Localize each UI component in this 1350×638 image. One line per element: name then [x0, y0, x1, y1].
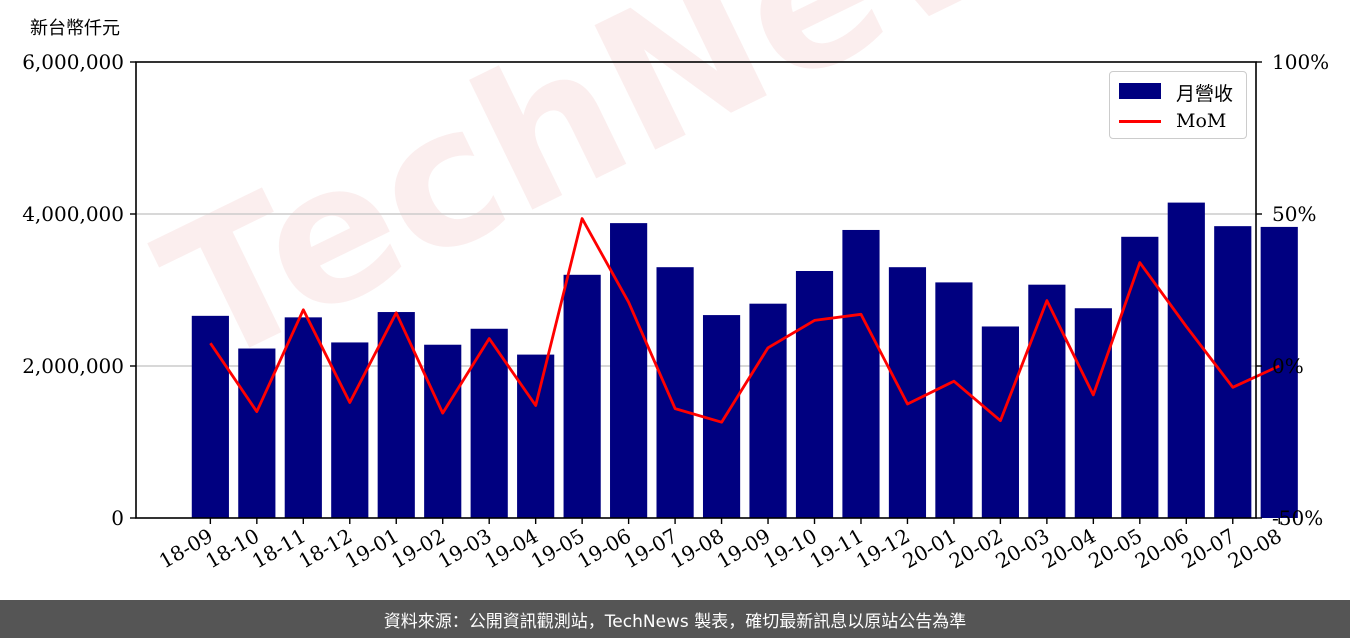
revenue-chart: 0 2,000,000 4,000,000 6,000,000 -50% 0% 50% 100…	[22, 50, 1329, 574]
mom-line	[209, 217, 1280, 424]
bar-19-08	[702, 315, 741, 518]
y-left-tick-label: 6,000,000	[22, 50, 124, 74]
bar-19-07	[656, 267, 694, 518]
bar-19-12	[888, 267, 927, 518]
y-right-tick-label: -50%	[1272, 506, 1323, 530]
legend-label-mom: MoM	[1176, 110, 1227, 132]
bar-19-02	[424, 344, 462, 518]
bar-20-04	[1074, 308, 1112, 518]
bar-18-12	[331, 342, 369, 518]
y-left-tick-label: 4,000,000	[22, 202, 124, 226]
y-left-tick-label: 0	[111, 506, 124, 530]
y-right-tick-label: 100%	[1272, 50, 1329, 74]
bar-19-06	[610, 223, 648, 518]
y-axis-unit-label: 新台幣仟元	[30, 18, 120, 39]
bar-20-01	[935, 282, 973, 518]
y-right-tick-label: 0%	[1272, 354, 1304, 378]
bar-19-05	[563, 274, 601, 518]
y-left-tick-label: 2,000,000	[22, 354, 124, 378]
bar-18-10	[238, 348, 276, 518]
bar-19-01	[377, 312, 415, 518]
chart-area: TechNews 新台幣仟元 0 2,000,000 4,000,000 6,000,…	[22, 0, 1329, 574]
bar-19-10	[795, 271, 834, 518]
legend-swatch-revenue	[1119, 83, 1161, 99]
bar-19-04	[517, 354, 555, 518]
bar-20-03	[1028, 284, 1066, 518]
legend-item-mom: MoM	[1110, 106, 1246, 134]
bar-20-05	[1121, 236, 1159, 519]
bar-18-11	[284, 317, 322, 518]
bar-19-11	[842, 229, 880, 518]
bar-20-02	[981, 326, 1019, 518]
plot-frame	[135, 61, 1257, 519]
bar-19-09	[749, 303, 787, 518]
legend-item-revenue: 月營收	[1110, 75, 1246, 105]
legend-swatch-mom	[1119, 120, 1161, 123]
bar-20-06	[1167, 202, 1205, 518]
source-footer: 資料來源：公開資訊觀測站，TechNews 製表，確切最新訊息以原站公告為準	[0, 600, 1350, 638]
x-tick-label-20-08: 20-08	[1224, 524, 1286, 574]
legend-label-revenue: 月營收	[1176, 83, 1234, 105]
y-right-tick-label: 50%	[1272, 202, 1316, 226]
bar-18-09	[191, 315, 229, 518]
legend: 月營收 MoM	[1109, 71, 1247, 139]
